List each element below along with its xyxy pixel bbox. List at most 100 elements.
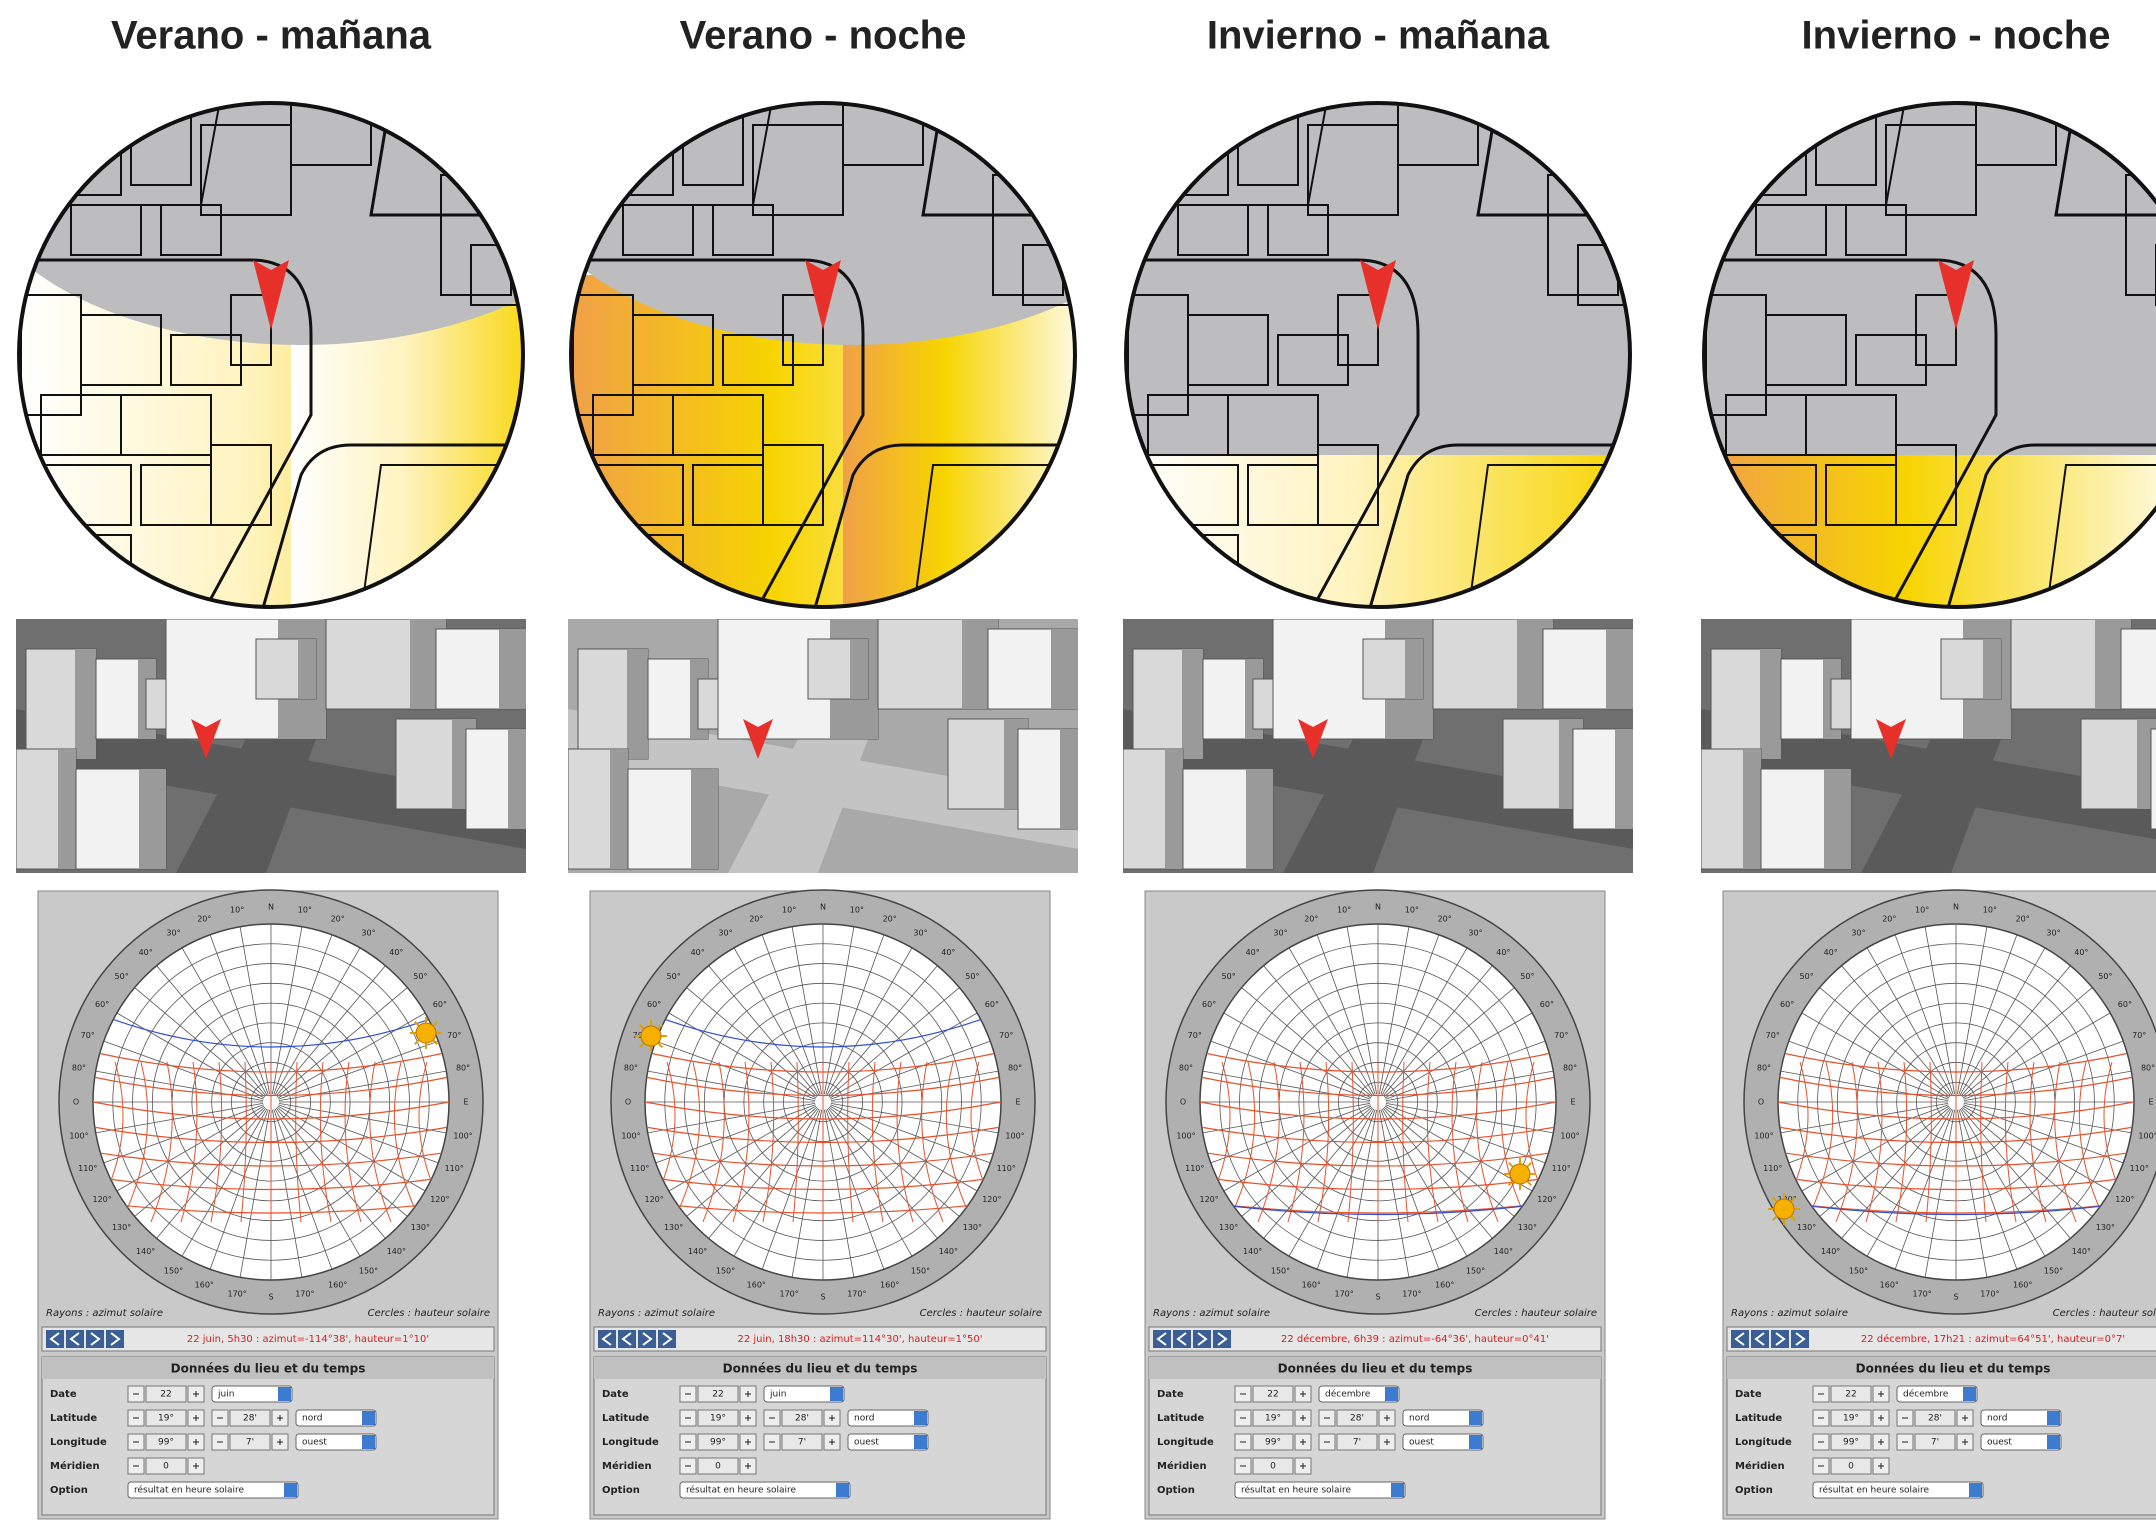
ring-label: 60°: [985, 1000, 999, 1009]
building-outline: [1885, 124, 1977, 216]
ring-label: 110°: [1552, 1164, 1571, 1173]
building-outline: [752, 124, 844, 216]
azimuth-ray: [1841, 1107, 1952, 1239]
ring-label: 160°: [1880, 1281, 1899, 1290]
value-box: [1914, 1409, 1956, 1427]
ring-label: 160°: [2013, 1281, 2032, 1290]
dropdown[interactable]: [295, 1433, 377, 1451]
nav-arrow: [662, 1332, 673, 1346]
azimuth-ray: [278, 1102, 447, 1134]
building-side: [850, 639, 868, 699]
nav-button[interactable]: [638, 1330, 656, 1348]
marker-arrow: [253, 260, 289, 330]
nav-button[interactable]: [1751, 1330, 1769, 1348]
ring-label: 60°: [2118, 1000, 2132, 1009]
nav-button[interactable]: [1193, 1330, 1211, 1348]
dropdown[interactable]: [1318, 1385, 1400, 1403]
hour-curve: [369, 1061, 392, 1223]
form-label: Option: [50, 1485, 88, 1496]
azimuth-ray: [1384, 1012, 1533, 1099]
ring-label: 50°: [115, 972, 129, 981]
form-label: Date: [50, 1389, 77, 1400]
ring-label: 100°: [1176, 1131, 1195, 1140]
dropdown[interactable]: [211, 1385, 293, 1403]
status-text: 22 juin, 5h30 : azimut=-114°38', hauteur…: [187, 1334, 429, 1345]
form-label: Latitude: [1157, 1413, 1204, 1424]
dropdown[interactable]: [763, 1385, 845, 1403]
dropdown[interactable]: [1402, 1409, 1484, 1427]
dropdown[interactable]: [1402, 1433, 1484, 1451]
building-outline: [1895, 444, 1957, 526]
dropdown[interactable]: [1812, 1481, 1984, 1499]
building-side: [508, 729, 526, 829]
plus-sign: [745, 1439, 751, 1445]
nav-arrow: [1734, 1332, 1745, 1346]
ring-label: 70°: [447, 1031, 461, 1040]
nav-button[interactable]: [618, 1330, 636, 1348]
nav-button[interactable]: [66, 1330, 84, 1348]
hour-curve: [1925, 1061, 1932, 1223]
plus-sign: [193, 1415, 199, 1421]
nav-button[interactable]: [1153, 1330, 1171, 1348]
azimuth-ray: [1378, 926, 1410, 1095]
dropdown[interactable]: [679, 1481, 851, 1499]
marker-arrow: [1360, 260, 1396, 330]
azimuth-ray: [829, 1012, 978, 1099]
form-label: Méridien: [602, 1460, 652, 1472]
value-box: [1252, 1433, 1294, 1451]
ring-label: 100°: [69, 1131, 88, 1140]
field-value: 19°: [710, 1414, 726, 1424]
ring-label: 160°: [1435, 1281, 1454, 1290]
dropdown-arrow: [284, 1483, 297, 1497]
dropdown-arrow: [2047, 1411, 2060, 1425]
azimuth-ray: [1959, 1108, 2046, 1257]
hour-curve: [1476, 1061, 1499, 1223]
dropdown[interactable]: [847, 1433, 929, 1451]
value-box: [229, 1433, 271, 1451]
dropdown[interactable]: [1234, 1481, 1406, 1499]
value-box: [1336, 1409, 1378, 1427]
ring-label: 110°: [997, 1164, 1016, 1173]
nav-button[interactable]: [598, 1330, 616, 1348]
ring-label: O: [73, 1098, 79, 1107]
nav-button[interactable]: [1173, 1330, 1191, 1348]
azimuth-ray: [181, 1108, 268, 1257]
dropdown[interactable]: [295, 1409, 377, 1427]
dropdown[interactable]: [1896, 1385, 1978, 1403]
value-box: [1914, 1433, 1956, 1451]
status-text: 22 décembre, 6h39 : azimut=-64°36', haut…: [1281, 1333, 1549, 1345]
field-value: 19°: [1265, 1414, 1281, 1424]
nav-button[interactable]: [1771, 1330, 1789, 1348]
dropdown[interactable]: [1980, 1409, 2062, 1427]
ring-label: 110°: [1185, 1164, 1204, 1173]
status-text: 22 décembre, 17h21 : azimut=64°51', haut…: [1861, 1333, 2125, 1345]
nav-button[interactable]: [46, 1330, 64, 1348]
ring-label: 110°: [2130, 1164, 2149, 1173]
hour-curve: [1805, 1061, 1834, 1223]
azimuth-ray: [733, 1108, 820, 1257]
ring-label: 150°: [164, 1266, 183, 1275]
dropdown[interactable]: [1980, 1433, 2062, 1451]
marker-arrow: [1876, 719, 1906, 759]
form-label: Latitude: [50, 1413, 97, 1424]
azimuth-ray: [830, 1104, 991, 1164]
building-outline: [1805, 394, 1897, 456]
form-label: Longitude: [602, 1437, 659, 1448]
nav-button[interactable]: [1791, 1330, 1809, 1348]
ring-label: 100°: [1754, 1131, 1773, 1140]
dropdown[interactable]: [127, 1481, 299, 1499]
nav-button[interactable]: [1731, 1330, 1749, 1348]
azimuth-ray: [830, 1040, 991, 1100]
nav-arrow: [110, 1332, 121, 1346]
ring-label: 80°: [624, 1064, 638, 1073]
dropdown[interactable]: [847, 1409, 929, 1427]
nav-button[interactable]: [1213, 1330, 1231, 1348]
dropdown-value: ouest: [1987, 1438, 2012, 1448]
nav-button[interactable]: [106, 1330, 124, 1348]
building-side: [298, 639, 316, 699]
nav-arrow: [1156, 1332, 1167, 1346]
nav-button[interactable]: [86, 1330, 104, 1348]
nav-button[interactable]: [658, 1330, 676, 1348]
azimuth-ray: [1866, 947, 1953, 1096]
azimuth-ray: [1780, 1102, 1949, 1134]
